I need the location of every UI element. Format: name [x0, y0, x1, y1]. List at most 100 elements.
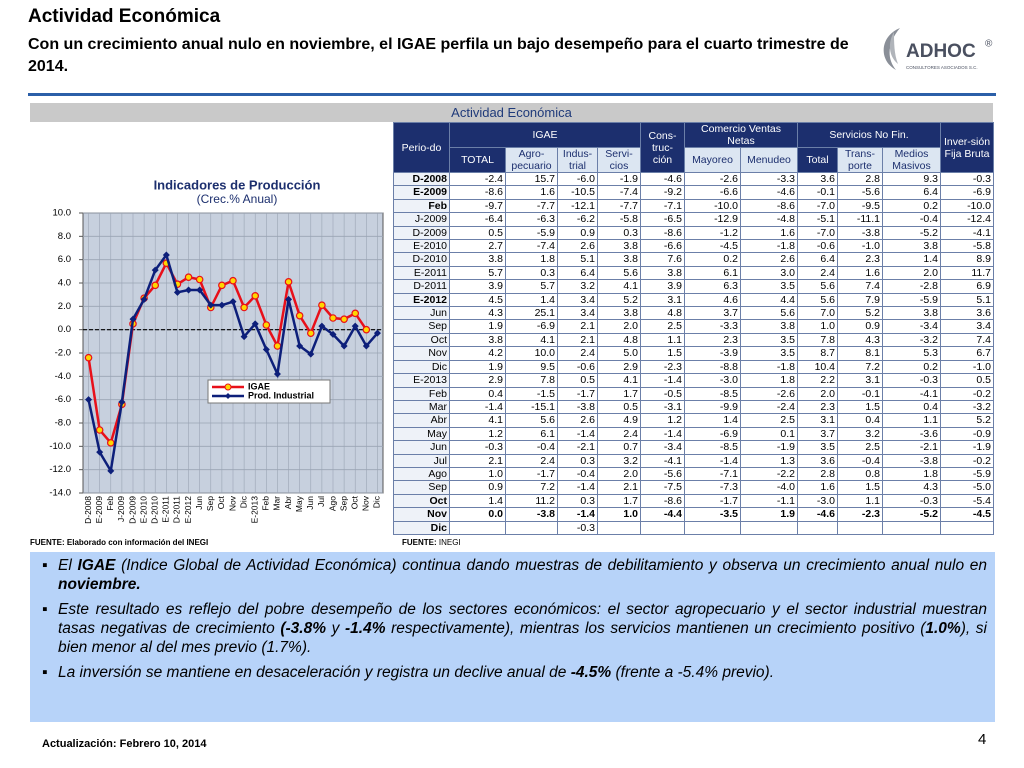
table-cell: 5.7: [449, 265, 506, 281]
x-tick-label: Jun: [305, 496, 315, 510]
table-cell: -2.3: [837, 507, 883, 522]
table-cell: -3.4: [882, 319, 941, 334]
table-cell: 0.3: [505, 265, 558, 281]
row-label: Oct: [393, 332, 450, 348]
row-label: Jul: [393, 453, 450, 468]
table-cell: -0.3: [882, 493, 941, 509]
table-cell: 1.4: [684, 413, 741, 428]
table-cell: -3.0: [797, 493, 838, 509]
y-tick-label: 0.0: [58, 324, 71, 335]
row-label: Feb: [393, 198, 450, 214]
table-cell: -5.8: [597, 212, 641, 227]
table-cell: -3.8: [505, 507, 558, 522]
table-cell: -9.7: [449, 198, 506, 214]
table-row: Oct 3.8 4.1 2.1 4.8 1.1 2.3 3.5 7.8 4.3 -3.2 7.4: [393, 332, 994, 348]
x-tick-label: E-2009: [94, 496, 104, 524]
table-cell: -11.1: [837, 212, 883, 227]
table-cell: -1.4: [557, 426, 598, 442]
x-tick-label: May: [294, 495, 304, 512]
title: Actividad Económica: [28, 6, 221, 27]
table-cell: 3.7: [684, 306, 741, 321]
table-cell: 1.2: [449, 426, 506, 442]
table-cell: 0.7: [597, 440, 641, 455]
table-cell: 2.9: [597, 359, 641, 375]
table-cell: 3.8: [597, 252, 641, 267]
table-cell: 10.4: [797, 359, 838, 375]
table-cell: -8.6: [740, 198, 798, 214]
table-cell: 1.4: [882, 252, 941, 267]
table-cell: -2.2: [740, 466, 798, 482]
row-label: Jun: [393, 306, 450, 321]
y-tick-label: 2.0: [58, 301, 71, 312]
table-row: Oct 1.4 11.2 0.3 1.7 -8.6 -1.7 -1.1 -3.0 1.1 -0.3-…: [393, 493, 994, 509]
table-cell: 4.1: [449, 413, 506, 428]
point: [296, 342, 304, 350]
table-cell: 1.0: [597, 507, 641, 522]
table-cell: -0.6: [557, 359, 598, 375]
logo-name: ADHOC: [906, 41, 976, 62]
table-row: Jun 4.3 25.1 3.4 3.8 4.8 3.7 5.6 7.0 5.2 3.8 3.6: [393, 306, 994, 321]
row-label: Ago: [393, 466, 450, 482]
x-tick-label: Dic: [238, 495, 248, 508]
table-cell: 1.1: [837, 493, 883, 509]
bullet-text: (-3.8%: [280, 620, 327, 637]
table-cell: 3.8: [449, 332, 506, 348]
table-cell: 7.6: [640, 252, 685, 267]
table-cell: -15.1: [505, 399, 558, 415]
table-row: Feb -9.7 -7.7 -12.1 -7.7 -7.1 -10.0 -8.6 -7.0 -9.…: [393, 198, 994, 214]
table-cell: -12.4: [940, 212, 994, 227]
table-cell: 0.3: [557, 453, 598, 468]
table-cell: 0.0: [449, 507, 506, 522]
y-tick-label: -8.0: [55, 418, 71, 429]
table-row: Jun -0.3 -0.4 -2.1 0.7 -3.4 -8.5 -1.9 3.5 2.5 -2.1…: [393, 440, 994, 455]
point: [307, 350, 315, 358]
point: [162, 251, 170, 259]
table-cell: [449, 520, 506, 535]
table-cell: 7.4: [940, 332, 994, 348]
table-cell: -5.4: [940, 493, 994, 509]
table-cell: 3.6: [797, 171, 838, 187]
table-cell: 0.5: [940, 373, 994, 388]
table-cell: 4.8: [597, 332, 641, 348]
x-tick-label: Jun: [194, 496, 204, 510]
header-cell: Agro-pecuario: [505, 147, 558, 173]
table-cell: -7.3: [684, 480, 741, 495]
table-cell: 2.0: [597, 466, 641, 482]
table-cell: 0.3: [557, 493, 598, 509]
table-cell: -8.5: [684, 440, 741, 455]
table-cell: 0.9: [449, 480, 506, 495]
table-cell: 0.9: [837, 319, 883, 334]
chart: Indicadores de Producción (Crec.% Anual)…: [49, 177, 384, 524]
point: [106, 439, 115, 447]
table-cell: 1.6: [505, 185, 558, 200]
table-cell: 3.2: [837, 426, 883, 442]
table-cell: 5.2: [837, 306, 883, 321]
bullet: La inversión se mantiene en desaceleraci…: [42, 663, 987, 682]
table-row: E-2011 5.7 0.3 6.4 5.6 3.8 6.1 3.0 2.4 1.6 2.0 11.7: [393, 265, 994, 281]
row-label: E-2011: [393, 265, 450, 281]
table-cell: [684, 520, 741, 535]
table-cell: 2.7: [449, 239, 506, 254]
bullet: Este resultado es reflejo del pobre dese…: [42, 600, 987, 657]
legend-marker: [224, 383, 232, 391]
table-cell: -6.9: [940, 185, 994, 200]
table-cell: 3.8: [640, 265, 685, 281]
table-cell: 6.7: [940, 346, 994, 361]
table-cell: -5.8: [940, 239, 994, 254]
point: [295, 311, 304, 320]
table-cell: 3.4: [557, 292, 598, 308]
table-cell: 1.8: [740, 373, 798, 388]
table-cell: 5.1: [940, 292, 994, 308]
y-tick-label: -14.0: [49, 488, 71, 499]
chart-title: Indicadores de Producción: [154, 177, 321, 192]
table-cell: 15.7: [505, 171, 558, 187]
table-cell: 4.3: [449, 306, 506, 321]
x-tick-label: Feb: [261, 496, 271, 511]
table-cell: 1.1: [640, 332, 685, 348]
table-cell: 3.9: [640, 279, 685, 294]
row-label: D-2009: [393, 225, 450, 241]
chart-source: FUENTE: Elaborado con información del IN…: [30, 538, 209, 547]
legend-label: Prod. Industrial: [248, 390, 314, 400]
row-label: Oct: [393, 493, 450, 509]
x-tick-label: Abr: [283, 496, 293, 509]
